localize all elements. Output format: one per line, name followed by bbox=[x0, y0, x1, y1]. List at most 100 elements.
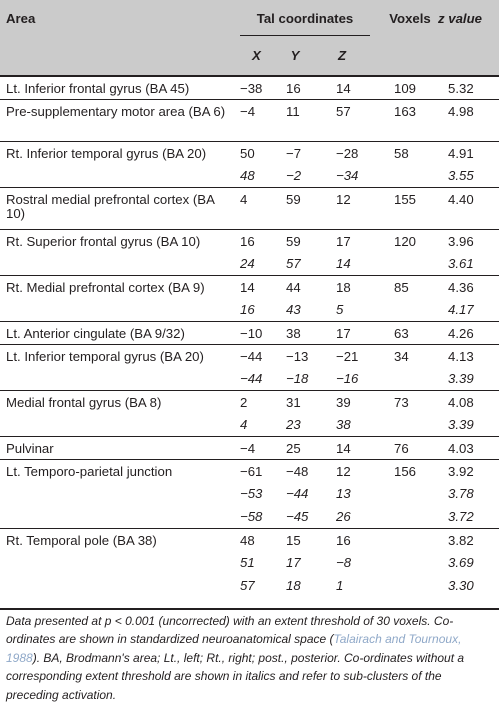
cell-y: 59 bbox=[274, 186, 316, 229]
table-header: Area Tal coordinates Voxels z value X Y … bbox=[0, 0, 499, 77]
cell-zv: 4.40 bbox=[436, 186, 499, 229]
cell-z: 5 bbox=[336, 302, 344, 317]
cell-zv: 3.39 bbox=[448, 417, 474, 432]
table-row: 24 57 14 3.61 bbox=[0, 252, 499, 275]
cell-vox bbox=[378, 252, 436, 275]
cell-vox bbox=[378, 574, 436, 597]
cell-y: 59 bbox=[274, 228, 316, 252]
cell-zv: 4.13 bbox=[436, 343, 499, 367]
cell-area: Lt. Temporo-parietal junction bbox=[0, 458, 232, 482]
cell-area bbox=[0, 298, 232, 321]
cell-area: Rt. Superior frontal gyrus (BA 10) bbox=[0, 228, 232, 252]
table-row: Rt. Temporal pole (BA 38) 48 15 16 3.82 bbox=[0, 527, 499, 551]
cell-x: −61 bbox=[232, 458, 274, 482]
cell-z: 1 bbox=[336, 578, 344, 593]
cell-x: −10 bbox=[232, 320, 274, 344]
cell-zv: 3.30 bbox=[448, 578, 474, 593]
cell-y: 18 bbox=[286, 578, 301, 593]
cell-x: 14 bbox=[232, 274, 274, 298]
cell-zv: 4.17 bbox=[448, 302, 474, 317]
cell-y: −45 bbox=[286, 509, 309, 524]
cell-x: −38 bbox=[240, 81, 263, 96]
table-row: 51 17 −8 3.69 bbox=[0, 551, 499, 574]
cell-zv: 4.36 bbox=[436, 274, 499, 298]
header-tal-coordinates: Tal coordinates bbox=[232, 0, 378, 36]
cell-area: Rostral medial prefrontal cortex (BA 10) bbox=[0, 186, 232, 229]
table-row: 16 43 5 4.17 bbox=[0, 298, 499, 321]
header-x: X bbox=[232, 36, 274, 77]
cell-vox: 155 bbox=[378, 186, 436, 229]
cell-zv: 4.98 bbox=[436, 98, 499, 141]
header-blank bbox=[436, 36, 499, 77]
cell-area bbox=[0, 574, 232, 597]
cell-y: 16 bbox=[286, 81, 301, 96]
cell-area bbox=[0, 505, 232, 528]
cell-vox: 85 bbox=[378, 274, 436, 298]
table-bottom-rule bbox=[0, 608, 499, 610]
cell-vox: 73 bbox=[378, 389, 436, 413]
cell-x: 48 bbox=[240, 168, 255, 183]
cell-y: 31 bbox=[274, 389, 316, 413]
cell-zv: 4.91 bbox=[436, 140, 499, 164]
table-row: Lt. Inferior frontal gyrus (BA 45) −38 16 1… bbox=[0, 76, 499, 99]
cell-z: 16 bbox=[316, 527, 378, 551]
cell-y: 57 bbox=[286, 256, 301, 271]
table-row: Lt. Anterior cingulate (BA 9/32) −10 38 17 6… bbox=[0, 320, 499, 344]
cell-y: −48 bbox=[274, 458, 316, 482]
table-row: Lt. Temporo-parietal junction −61 −48 12 156… bbox=[0, 458, 499, 482]
table-row: 48 −2 −34 3.55 bbox=[0, 164, 499, 187]
cell-zv: 3.69 bbox=[448, 555, 474, 570]
cell-x: 16 bbox=[240, 302, 255, 317]
table-footnote: Data presented at p < 0.001 (uncorrected… bbox=[6, 614, 465, 702]
citation-link[interactable]: Talairach and Tournoux, 1988 bbox=[6, 632, 462, 665]
cell-z: 57 bbox=[316, 98, 378, 141]
cell-zv: 4.08 bbox=[436, 389, 499, 413]
cell-x: 51 bbox=[240, 555, 255, 570]
table-row: 57 18 1 3.30 bbox=[0, 574, 499, 597]
cell-vox: 109 bbox=[394, 81, 417, 96]
cell-x: 48 bbox=[232, 527, 274, 551]
cell-x: 16 bbox=[232, 228, 274, 252]
table-row: −44 −18 −16 3.39 bbox=[0, 367, 499, 390]
cell-zv: 4.26 bbox=[436, 320, 499, 344]
cell-y: 25 bbox=[274, 435, 316, 459]
header-area: Area bbox=[6, 10, 36, 26]
cell-vox bbox=[378, 482, 436, 505]
cell-z: 26 bbox=[336, 509, 351, 524]
cell-x: −4 bbox=[232, 435, 274, 459]
cell-area: Rt. Inferior temporal gyrus (BA 20) bbox=[0, 140, 232, 164]
cell-vox bbox=[378, 527, 436, 551]
cell-x: −44 bbox=[232, 343, 274, 367]
cell-vox: 58 bbox=[378, 140, 436, 164]
cell-x: −44 bbox=[240, 371, 263, 386]
table-row: Rostral medial prefrontal cortex (BA 10)… bbox=[0, 186, 499, 229]
cell-y: −18 bbox=[286, 371, 309, 386]
cell-zv: 5.32 bbox=[448, 81, 474, 96]
cell-x: 57 bbox=[240, 578, 255, 593]
cell-z: 14 bbox=[336, 256, 351, 271]
cell-x: 2 bbox=[232, 389, 274, 413]
cell-zv: 4.03 bbox=[436, 435, 499, 459]
cell-zv: 3.78 bbox=[448, 486, 474, 501]
cell-z: 12 bbox=[316, 458, 378, 482]
cell-zv: 3.96 bbox=[436, 228, 499, 252]
cell-area: Rt. Temporal pole (BA 38) bbox=[0, 527, 232, 551]
header-z: Z bbox=[316, 36, 378, 77]
cell-area: Lt. Inferior frontal gyrus (BA 45) bbox=[6, 81, 190, 96]
cell-vox bbox=[378, 164, 436, 187]
cell-z: 14 bbox=[316, 435, 378, 459]
cell-z: 13 bbox=[336, 486, 351, 501]
cell-z: −16 bbox=[336, 371, 359, 386]
table-row: Medial frontal gyrus (BA 8) 2 31 39 73 4.08 bbox=[0, 389, 499, 413]
cell-y: 23 bbox=[286, 417, 301, 432]
table-row: Pre-supplementary motor area (BA 6) −4 11 5… bbox=[0, 98, 499, 141]
header-z-value: z value bbox=[438, 10, 482, 26]
table-row: Rt. Superior frontal gyrus (BA 10) 16 59 17… bbox=[0, 228, 499, 252]
cell-y: 38 bbox=[274, 320, 316, 344]
cell-vox: 63 bbox=[378, 320, 436, 344]
table-row: Rt. Inferior temporal gyrus (BA 20) 50 −7−… bbox=[0, 140, 499, 164]
header-blank bbox=[0, 36, 232, 77]
cell-area bbox=[0, 482, 232, 505]
cell-z: 17 bbox=[316, 320, 378, 344]
cell-area bbox=[0, 551, 232, 574]
